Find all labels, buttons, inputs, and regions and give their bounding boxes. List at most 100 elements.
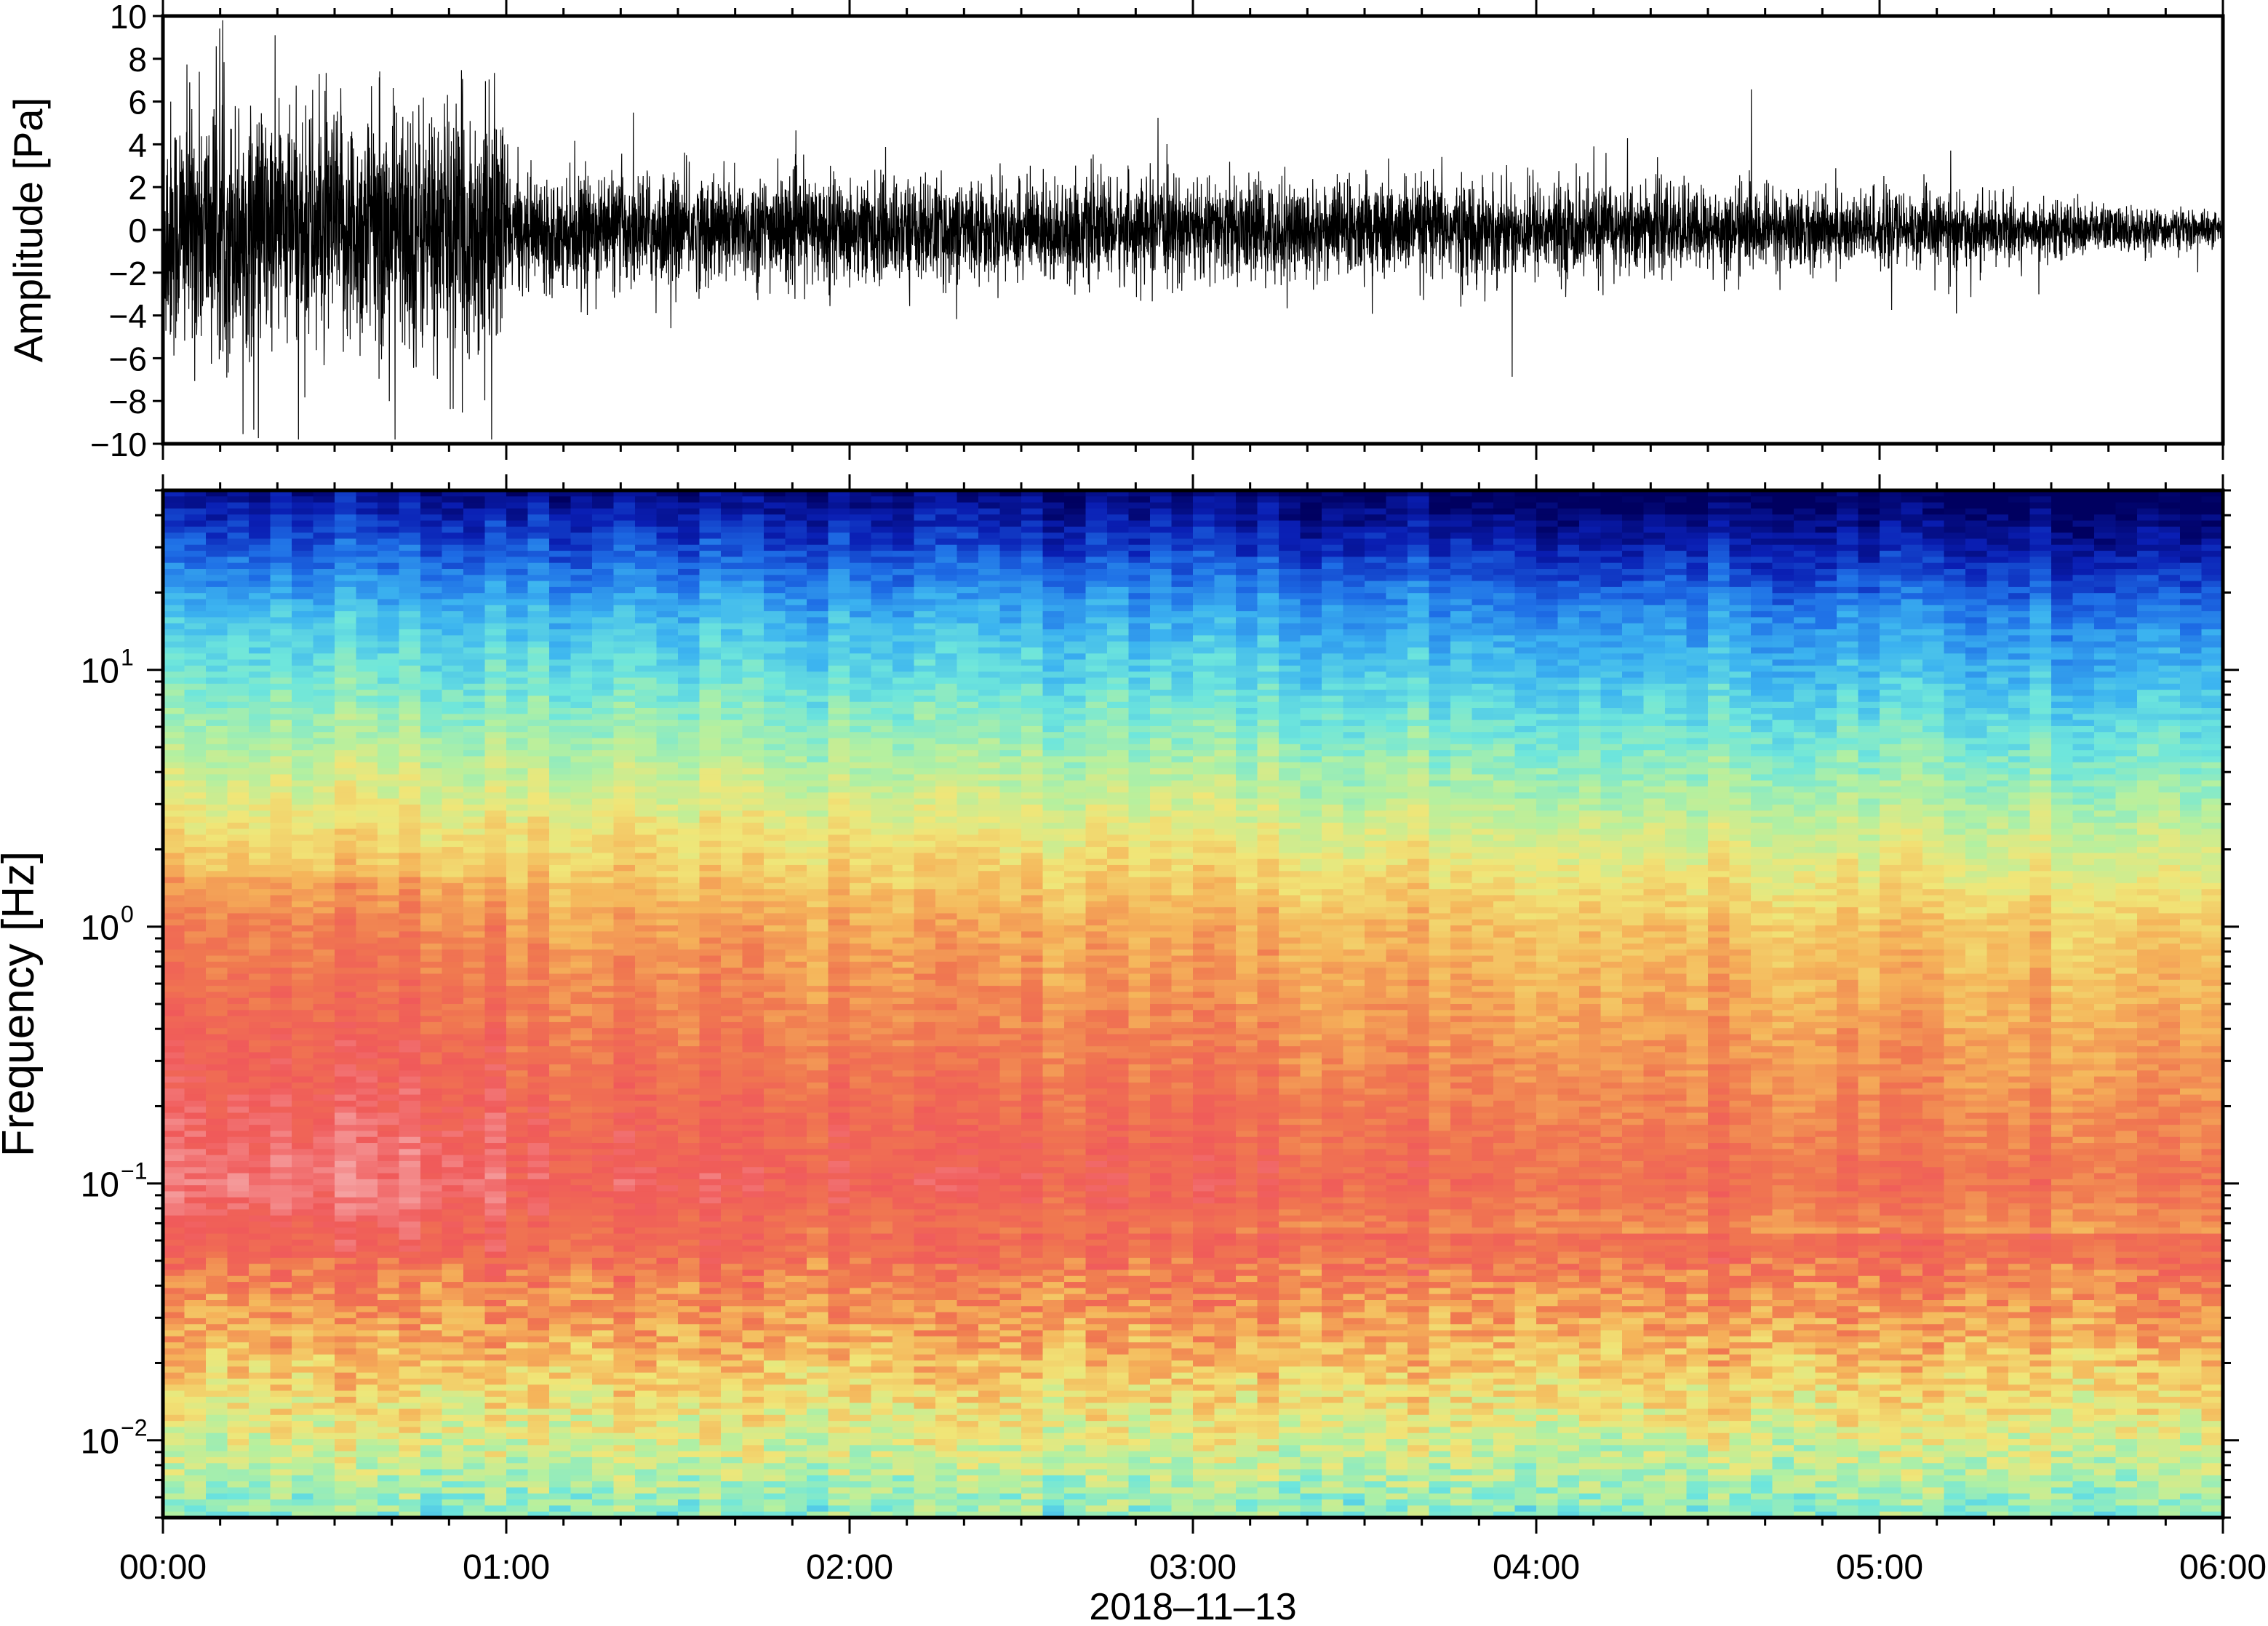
spectrogram-cell bbox=[614, 1439, 636, 1446]
spectrogram-cell bbox=[743, 593, 764, 599]
spectrogram-cell bbox=[356, 986, 378, 992]
spectrogram-cell bbox=[635, 1179, 657, 1186]
spectrogram-cell bbox=[399, 514, 421, 521]
spectrogram-cell bbox=[378, 1403, 399, 1409]
spectrogram-cell bbox=[764, 684, 786, 690]
spectrogram-cell bbox=[356, 1475, 378, 1482]
spectrogram-cell bbox=[485, 581, 507, 588]
spectrogram-cell bbox=[614, 834, 636, 841]
spectrogram-cell bbox=[764, 1137, 786, 1144]
spectrogram-cell bbox=[271, 551, 292, 557]
spectrogram-cell bbox=[592, 1040, 614, 1047]
spectrogram-cell bbox=[399, 871, 421, 877]
spectrogram-cell bbox=[356, 496, 378, 503]
spectrogram-cell bbox=[356, 1227, 378, 1234]
spectrogram-cell bbox=[485, 1421, 507, 1427]
spectrogram-cell bbox=[743, 829, 764, 835]
spectrogram-cell bbox=[463, 871, 485, 877]
spectrogram-cell bbox=[356, 503, 378, 509]
spectrogram-cell bbox=[678, 805, 700, 811]
spectrogram-cell bbox=[571, 1083, 593, 1089]
spectrogram-cell bbox=[399, 1010, 421, 1016]
spectrogram-cell bbox=[700, 677, 722, 684]
spectrogram-cell bbox=[657, 538, 679, 545]
spectrogram-cell bbox=[249, 871, 271, 877]
spectrogram-cell bbox=[206, 756, 228, 762]
spectrogram-cell bbox=[356, 973, 378, 980]
spectrogram-cell bbox=[206, 666, 228, 672]
spectrogram-cell bbox=[335, 1052, 356, 1059]
spectrogram-cell bbox=[206, 1004, 228, 1011]
spectrogram-cell bbox=[271, 1433, 292, 1440]
spectrogram-cell bbox=[743, 792, 764, 799]
spectrogram-cell bbox=[571, 1070, 593, 1077]
spectrogram-cell bbox=[743, 1209, 764, 1216]
spectrogram-cell bbox=[356, 1494, 378, 1500]
spectrogram-cell bbox=[463, 1161, 485, 1168]
spectrogram-cell bbox=[506, 913, 528, 920]
spectrogram-cell bbox=[228, 1463, 249, 1470]
spectrogram-cell bbox=[721, 781, 743, 787]
spectrogram-cell bbox=[399, 1312, 421, 1319]
spectrogram-cell bbox=[463, 865, 485, 872]
spectrogram-cell bbox=[614, 623, 636, 630]
spectrogram-cell bbox=[163, 1185, 185, 1192]
spectrogram-cell bbox=[335, 853, 356, 859]
spectrogram-cell bbox=[442, 1373, 464, 1379]
spectrogram-cell bbox=[356, 1155, 378, 1162]
spectrogram-cell bbox=[721, 1197, 743, 1204]
spectrogram-cell bbox=[163, 635, 185, 642]
spectrogram-cell bbox=[700, 1282, 722, 1288]
spectrogram-cell bbox=[335, 1439, 356, 1446]
spectrogram-cell bbox=[420, 750, 442, 757]
spectrogram-cell bbox=[743, 1505, 764, 1512]
spectrogram-cell bbox=[506, 1294, 528, 1301]
spectrogram-cell bbox=[506, 642, 528, 648]
spectrogram-cell bbox=[420, 538, 442, 545]
spectrogram-cell bbox=[292, 1095, 314, 1101]
spectrogram-cell bbox=[764, 726, 786, 733]
spectrogram-cell bbox=[463, 907, 485, 914]
spectrogram-cell bbox=[378, 1445, 399, 1451]
spectrogram-cell bbox=[378, 1083, 399, 1089]
spectrogram-cell bbox=[506, 647, 528, 654]
spectrogram-cell bbox=[463, 708, 485, 714]
spectrogram-cell bbox=[528, 1161, 550, 1168]
spectrogram-cell bbox=[678, 1379, 700, 1385]
spectrogram-cell bbox=[271, 533, 292, 539]
spectrogram-cell bbox=[614, 762, 636, 769]
spectrogram-cell bbox=[228, 774, 249, 781]
spectrogram-cell bbox=[635, 1348, 657, 1355]
spectrogram-cell bbox=[378, 1373, 399, 1379]
spectrogram-cell bbox=[271, 1494, 292, 1500]
spectrogram-cell bbox=[292, 1264, 314, 1270]
spectrogram-cell bbox=[635, 623, 657, 630]
spectrogram-cell bbox=[571, 1355, 593, 1361]
spectrogram-cell bbox=[271, 702, 292, 709]
spectrogram-cell bbox=[657, 732, 679, 738]
spectrogram-cell bbox=[335, 1397, 356, 1403]
spectrogram-cell bbox=[335, 1355, 356, 1361]
spectrogram-cell bbox=[528, 786, 550, 793]
spectrogram-cell bbox=[185, 962, 207, 968]
spectrogram-cell bbox=[506, 1246, 528, 1252]
spectrogram-cell bbox=[356, 865, 378, 872]
spectrogram-cell bbox=[678, 956, 700, 963]
spectrogram-cell bbox=[485, 834, 507, 841]
spectrogram-cell bbox=[314, 1470, 335, 1476]
spectrogram-cell bbox=[721, 629, 743, 636]
spectrogram-cell bbox=[528, 853, 550, 859]
spectrogram-cell bbox=[206, 514, 228, 521]
spectrogram-cell bbox=[356, 1028, 378, 1035]
spectrogram-cell bbox=[506, 1119, 528, 1125]
spectrogram-cell bbox=[335, 1227, 356, 1234]
spectrogram-cell bbox=[420, 1433, 442, 1440]
spectrogram-cell bbox=[335, 829, 356, 835]
spectrogram-cell bbox=[485, 1331, 507, 1337]
spectrogram-cell bbox=[420, 1095, 442, 1101]
spectrogram-cell bbox=[249, 1306, 271, 1312]
spectrogram-cell bbox=[399, 1240, 421, 1246]
spectrogram-cell bbox=[549, 684, 571, 690]
spectrogram-cell bbox=[420, 1173, 442, 1180]
spectrogram-cell bbox=[463, 1397, 485, 1403]
